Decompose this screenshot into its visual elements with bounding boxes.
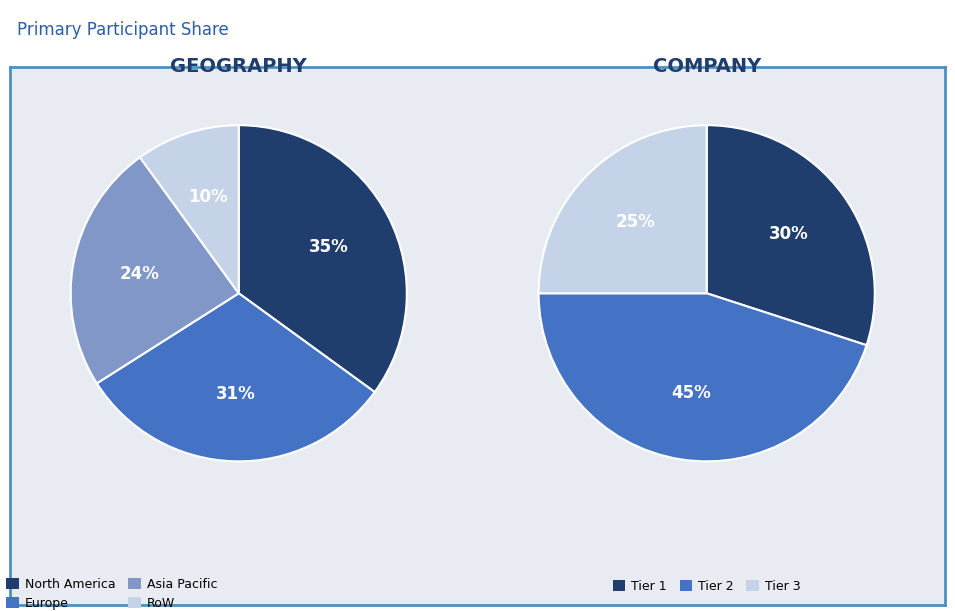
Text: Primary Participant Share: Primary Participant Share [17,21,229,39]
Legend: Tier 1, Tier 2, Tier 3: Tier 1, Tier 2, Tier 3 [607,575,806,598]
Wedge shape [539,293,866,461]
Title: COMPANY: COMPANY [652,57,761,76]
Wedge shape [96,293,374,461]
Wedge shape [707,125,875,345]
Text: 35%: 35% [308,238,349,257]
Wedge shape [140,125,239,293]
Text: 45%: 45% [671,384,711,402]
Wedge shape [539,125,707,293]
Legend: North America, Europe, Asia Pacific, RoW: North America, Europe, Asia Pacific, RoW [1,573,223,611]
Text: 25%: 25% [616,213,655,231]
Text: 30%: 30% [769,225,808,243]
Wedge shape [71,157,239,383]
Wedge shape [239,125,407,392]
Text: 10%: 10% [188,188,227,207]
Title: GEOGRAPHY: GEOGRAPHY [170,57,308,76]
Text: 31%: 31% [216,385,255,403]
Text: 24%: 24% [119,265,159,284]
